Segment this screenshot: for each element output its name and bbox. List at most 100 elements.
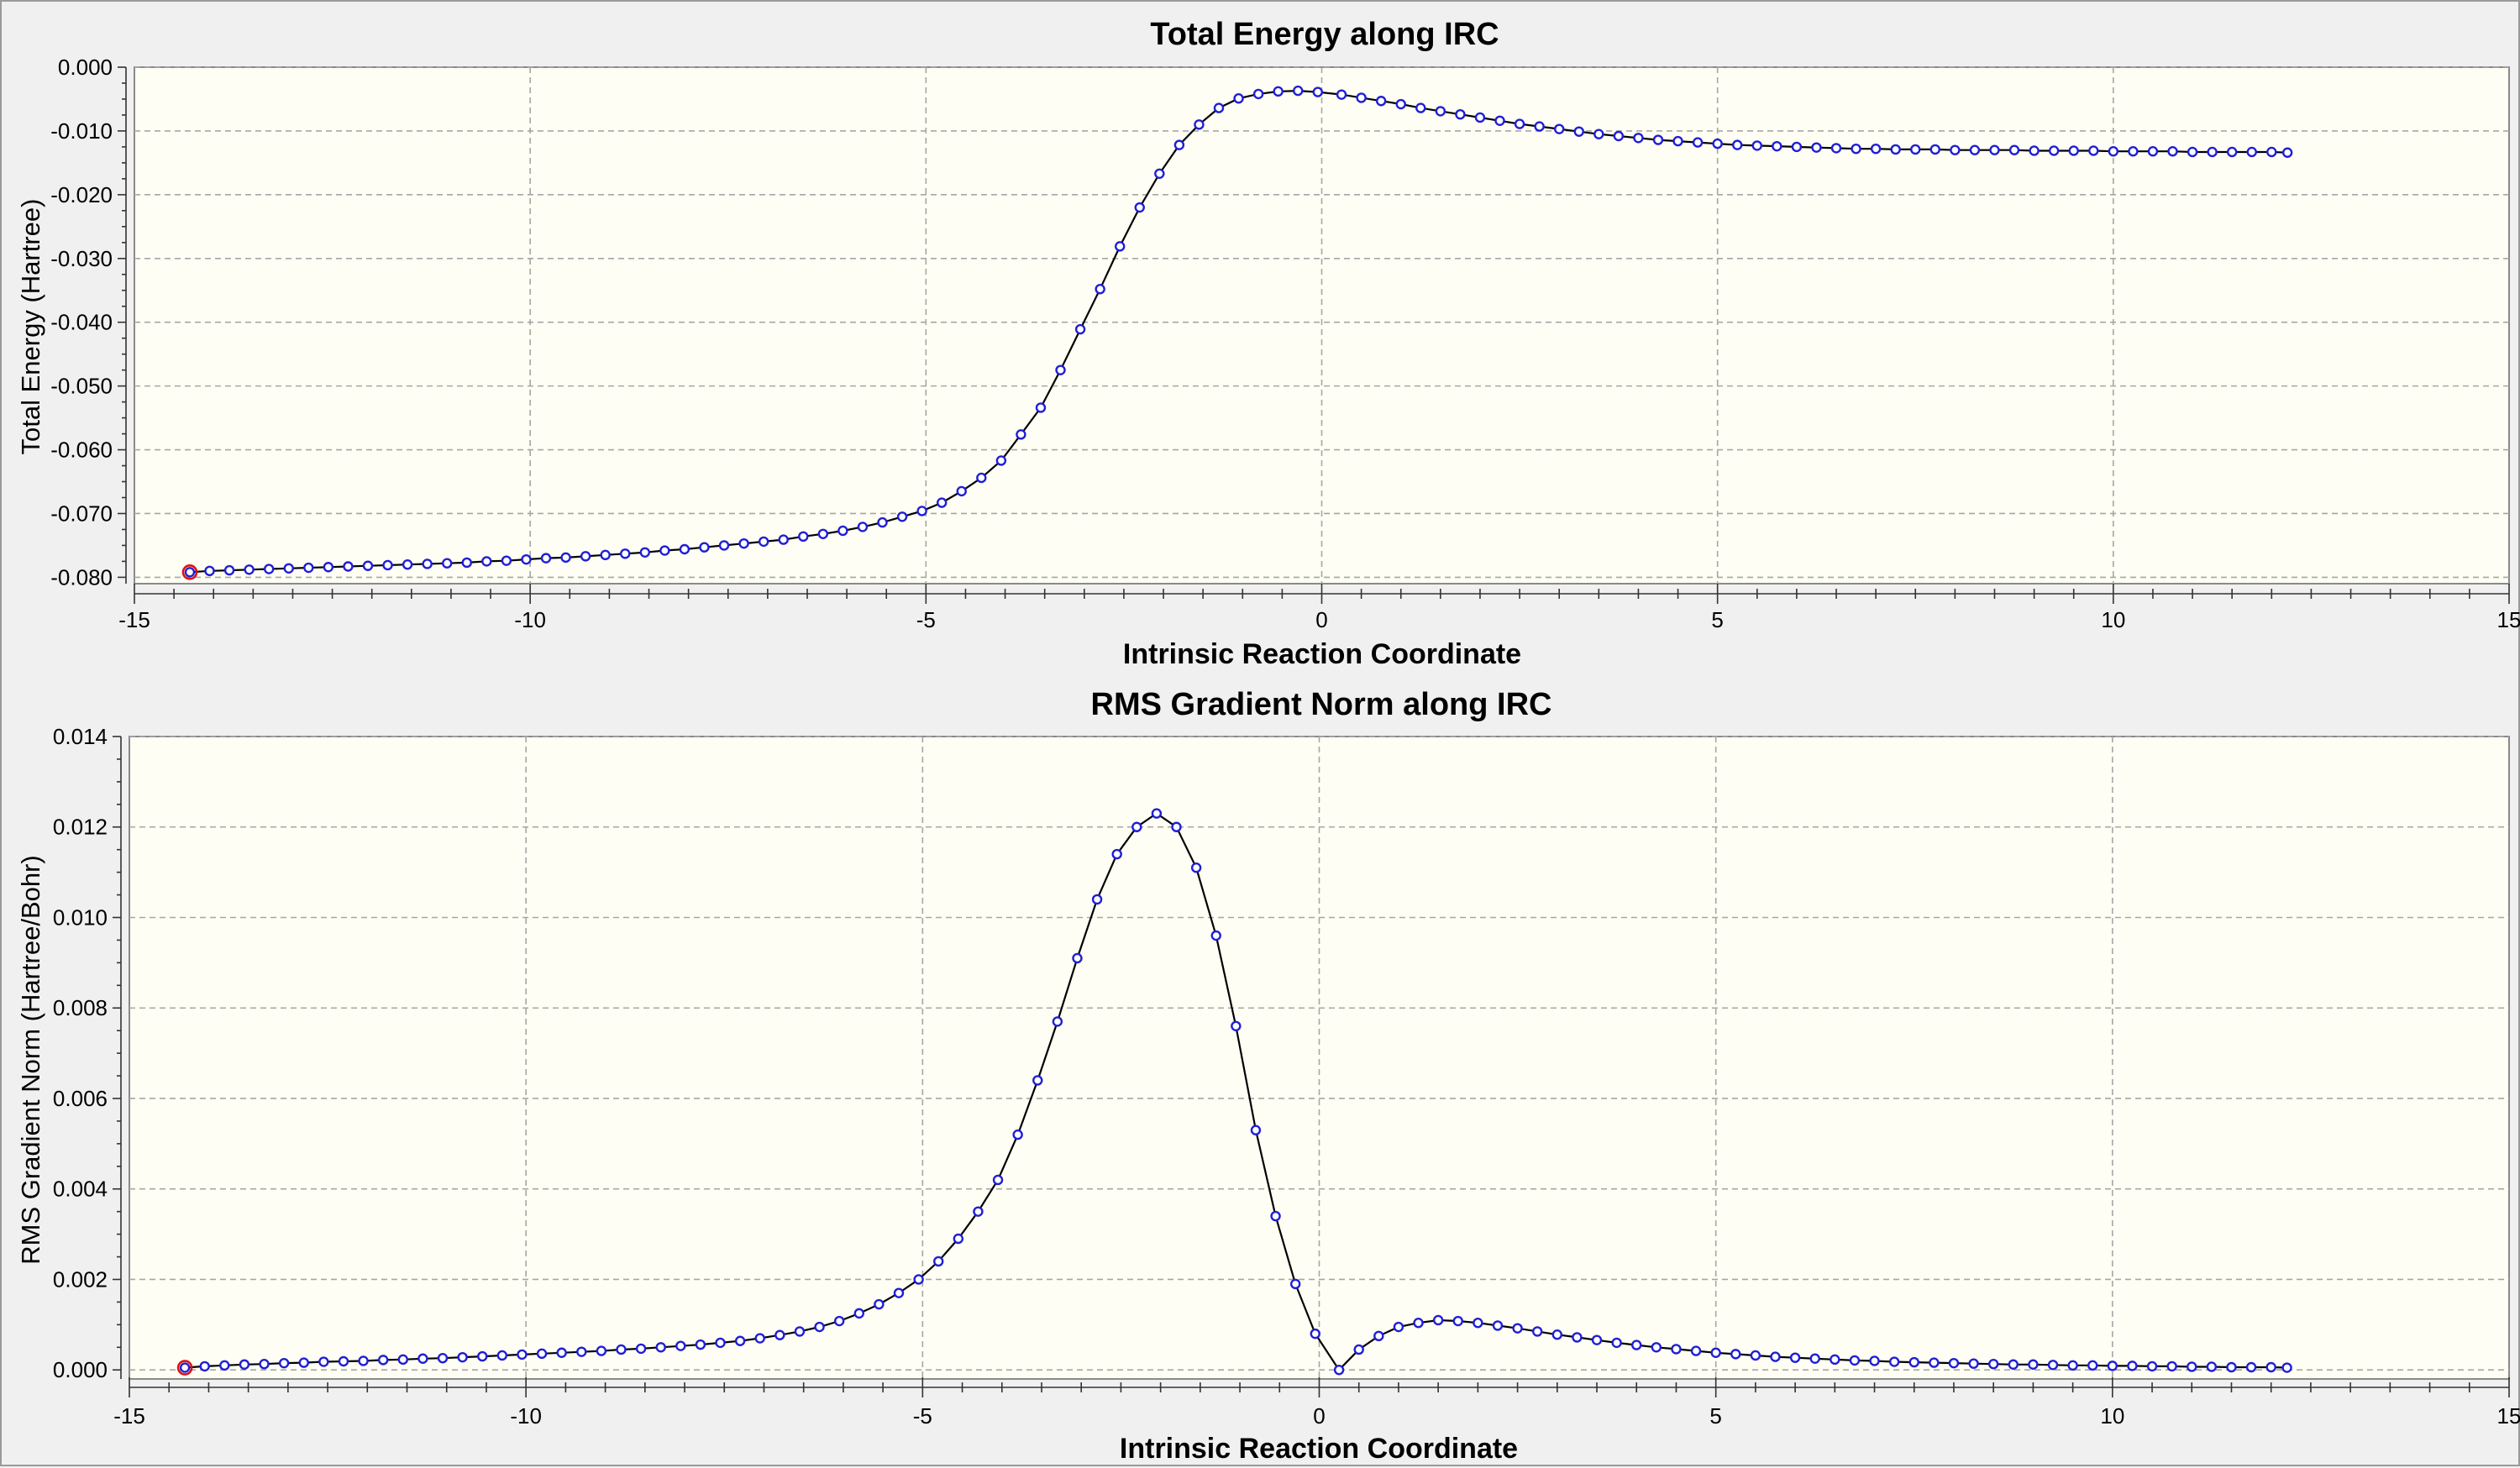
data-point[interactable] xyxy=(2107,1361,2118,1371)
data-point[interactable] xyxy=(695,1339,706,1350)
data-point[interactable] xyxy=(2281,147,2293,158)
data-point[interactable] xyxy=(2226,1361,2237,1373)
data-point[interactable] xyxy=(778,534,789,545)
data-point[interactable] xyxy=(1270,1210,1281,1222)
data-point[interactable] xyxy=(1690,1345,1702,1356)
data-point[interactable] xyxy=(877,516,888,528)
data-point[interactable] xyxy=(1908,1356,1919,1368)
data-point[interactable] xyxy=(2207,146,2218,158)
data-point[interactable] xyxy=(655,1342,666,1353)
data-point[interactable] xyxy=(1494,115,1505,126)
data-point[interactable] xyxy=(1672,135,1683,147)
data-point[interactable] xyxy=(1929,1357,1940,1368)
data-point[interactable] xyxy=(1016,429,1026,440)
data-point[interactable] xyxy=(437,1353,449,1364)
data-point[interactable] xyxy=(1968,1358,1979,1369)
data-point[interactable] xyxy=(758,536,769,548)
data-point[interactable] xyxy=(1131,821,1142,832)
data-point[interactable] xyxy=(1310,1328,1320,1340)
data-point[interactable] xyxy=(457,1351,468,1363)
data-point[interactable] xyxy=(2048,145,2060,156)
data-point[interactable] xyxy=(1572,1332,1583,1343)
data-point[interactable] xyxy=(1353,1344,1364,1355)
data-point[interactable] xyxy=(1751,140,1762,151)
current-point-marker[interactable] xyxy=(181,564,198,580)
data-point[interactable] xyxy=(1929,144,1941,155)
data-point[interactable] xyxy=(936,497,948,508)
data-point[interactable] xyxy=(2226,146,2238,158)
data-point[interactable] xyxy=(1987,1359,1999,1370)
data-point[interactable] xyxy=(1312,87,1323,97)
data-point[interactable] xyxy=(1849,1355,1861,1366)
data-point[interactable] xyxy=(1611,1337,1622,1349)
data-point[interactable] xyxy=(1455,108,1466,120)
data-point[interactable] xyxy=(973,1206,984,1217)
data-point[interactable] xyxy=(874,1298,885,1310)
data-point[interactable] xyxy=(1633,133,1644,144)
data-point[interactable] xyxy=(496,1350,508,1361)
data-point[interactable] xyxy=(377,1355,389,1366)
data-point[interactable] xyxy=(1035,402,1047,413)
data-point[interactable] xyxy=(1514,118,1525,129)
data-point[interactable] xyxy=(916,506,927,516)
data-point[interactable] xyxy=(402,559,413,570)
data-point[interactable] xyxy=(517,1349,528,1361)
data-point[interactable] xyxy=(1573,126,1584,137)
data-point[interactable] xyxy=(422,558,433,569)
data-point[interactable] xyxy=(715,1337,726,1349)
data-point[interactable] xyxy=(896,511,908,522)
data-point[interactable] xyxy=(481,556,492,567)
data-point[interactable] xyxy=(620,548,631,559)
data-point[interactable] xyxy=(1052,1016,1063,1027)
data-point[interactable] xyxy=(1252,88,1264,100)
data-point[interactable] xyxy=(184,567,196,578)
data-point[interactable] xyxy=(600,549,611,561)
data-point[interactable] xyxy=(1233,93,1244,104)
data-point[interactable] xyxy=(2108,146,2119,157)
data-point[interactable] xyxy=(1250,1125,1262,1135)
data-point[interactable] xyxy=(2008,1359,2019,1370)
data-point[interactable] xyxy=(358,1355,369,1366)
data-point[interactable] xyxy=(1473,1317,1483,1329)
data-point[interactable] xyxy=(699,542,710,553)
data-point[interactable] xyxy=(1830,1354,1840,1366)
data-point[interactable] xyxy=(461,557,472,569)
data-point[interactable] xyxy=(675,1340,686,1351)
data-point[interactable] xyxy=(1115,241,1126,252)
data-point[interactable] xyxy=(1710,1347,1721,1358)
data-point[interactable] xyxy=(298,1357,309,1368)
data-point[interactable] xyxy=(303,562,314,574)
data-point[interactable] xyxy=(442,558,453,569)
data-point[interactable] xyxy=(244,564,255,575)
data-point[interactable] xyxy=(798,531,809,543)
data-point[interactable] xyxy=(1809,1353,1820,1364)
data-point[interactable] xyxy=(1969,144,1981,155)
data-point[interactable] xyxy=(794,1326,806,1337)
data-point[interactable] xyxy=(2087,1360,2098,1371)
data-point[interactable] xyxy=(501,555,512,566)
data-point[interactable] xyxy=(343,561,354,572)
data-point[interactable] xyxy=(992,1174,1004,1186)
data-point[interactable] xyxy=(1750,1350,1761,1361)
data-point[interactable] xyxy=(2127,1361,2138,1371)
data-point[interactable] xyxy=(1613,130,1625,142)
data-point[interactable] xyxy=(976,472,987,484)
data-point[interactable] xyxy=(1811,142,1822,153)
data-point[interactable] xyxy=(1851,143,1861,155)
data-point[interactable] xyxy=(1111,848,1122,860)
data-point[interactable] xyxy=(1534,121,1545,132)
data-point[interactable] xyxy=(1373,1330,1384,1342)
data-point[interactable] xyxy=(718,540,730,551)
data-point[interactable] xyxy=(2147,146,2159,157)
data-point[interactable] xyxy=(1173,139,1185,150)
data-point[interactable] xyxy=(1091,894,1103,905)
data-point[interactable] xyxy=(833,1315,845,1327)
data-point[interactable] xyxy=(223,564,235,576)
data-point[interactable] xyxy=(956,485,967,497)
data-point[interactable] xyxy=(2166,1361,2177,1372)
data-point[interactable] xyxy=(1730,1349,1741,1360)
data-point[interactable] xyxy=(338,1355,349,1367)
data-point[interactable] xyxy=(2245,1361,2257,1373)
data-point[interactable] xyxy=(283,563,294,574)
data-point[interactable] xyxy=(323,562,334,573)
